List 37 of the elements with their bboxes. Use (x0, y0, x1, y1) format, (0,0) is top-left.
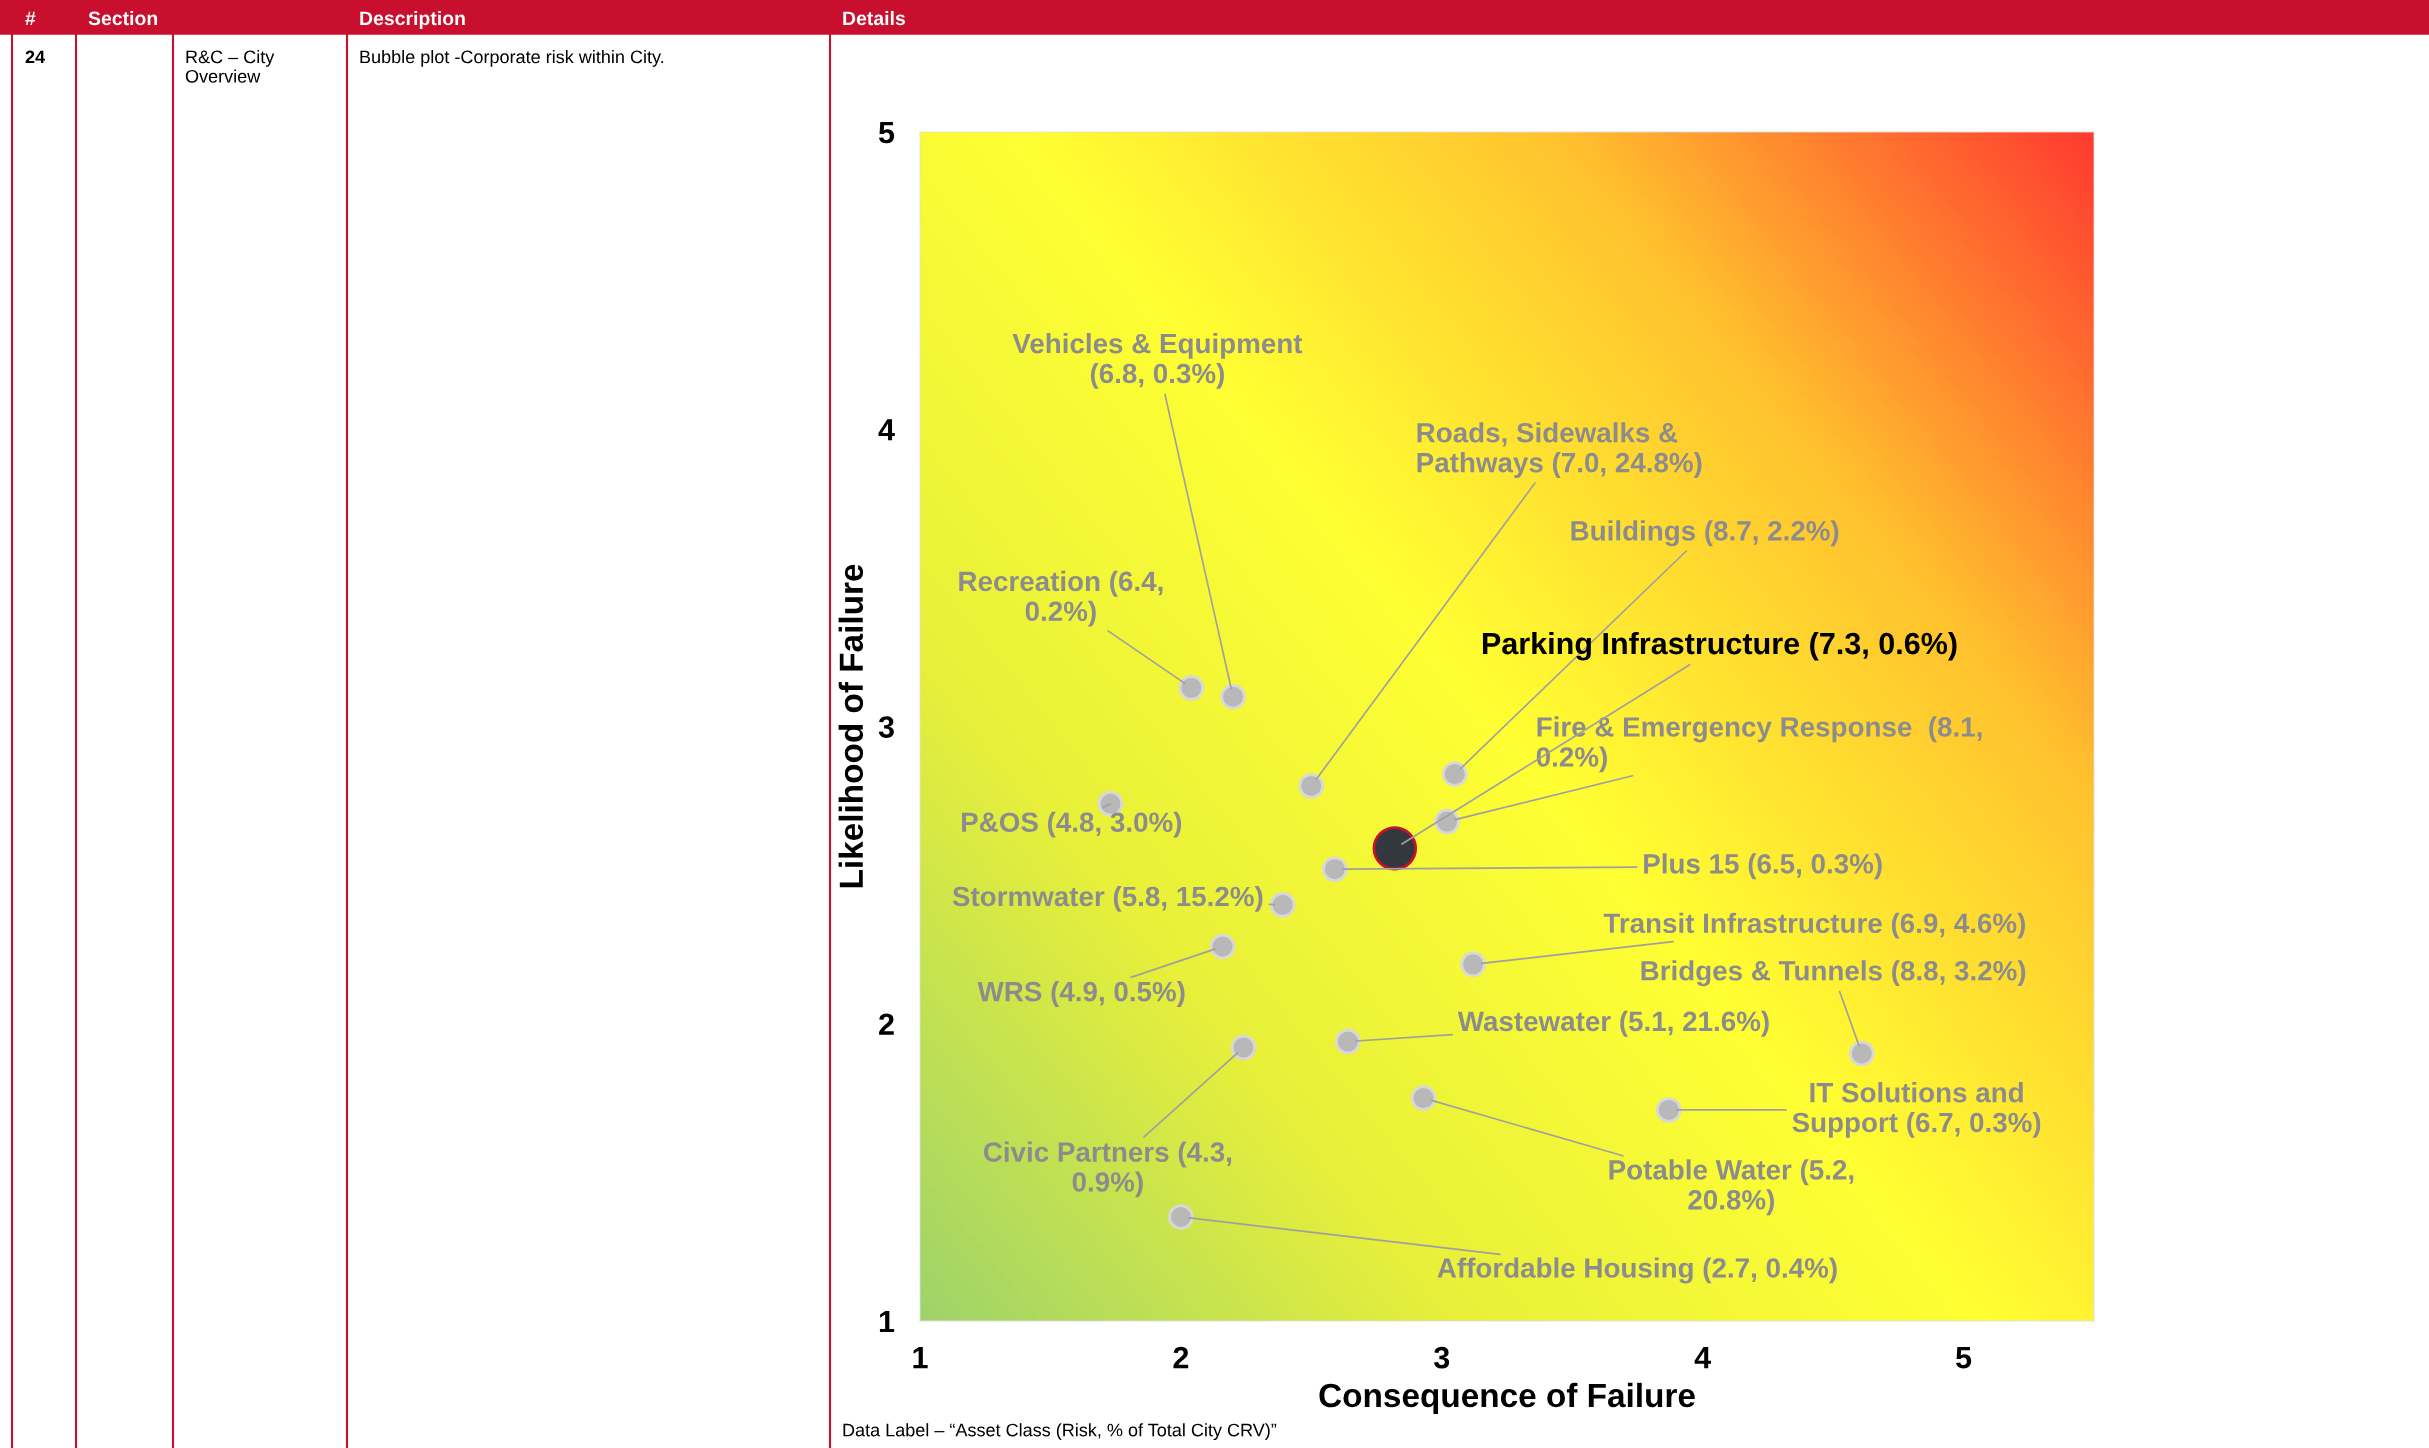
text: Data Label – “Asset Class (Risk, % of Total City CRV)” (843, 1423, 1277, 1440)
annotation: Parking Infrastructure (7.3, 0.6%) (1482, 631, 1957, 661)
annotation: Potable Water (5.2, 20.8%) (1609, 1159, 1854, 1216)
annotation: Buildings (8.7, 2.2%) (1571, 520, 1839, 547)
annotation: IT Solutions and Support (6.7, 0.3%) (1792, 1082, 2041, 1138)
annotation: WRS (4.9, 0.5%) (977, 981, 1185, 1007)
text: Bubble plot -Corporate risk within City. (360, 50, 664, 67)
text: Details (843, 10, 905, 26)
text: R&C – City Overview (185, 50, 275, 83)
text: Description (360, 10, 465, 30)
text: # (25, 11, 36, 26)
x-axis-title: Consequence of Failure (1319, 1382, 1695, 1414)
annotation: Affordable Housing (2.7, 0.4%) (1437, 1257, 1837, 1284)
text: Section (88, 10, 158, 26)
y-tick-label: 4 (878, 419, 895, 441)
annotation: Fire & Emergency Response (8.1, 0.2%) (1536, 716, 1982, 773)
annotation: Civic Partners (4.3, 0.9%) (983, 1141, 1232, 1198)
annotation: Stormwater (5.8, 15.2%) (952, 885, 1263, 912)
y-tick-label: 2 (879, 1013, 894, 1035)
annotation: P&OS (4.8, 3.0%) (962, 811, 1182, 838)
annotation: Transit Infrastructure (6.9, 4.6%) (1603, 912, 2025, 939)
x-tick-label: 2 (1173, 1346, 1189, 1369)
y-tick-label: 5 (878, 122, 895, 144)
y-tick-label: 1 (879, 1311, 895, 1333)
y-axis-title: Likelihood of Failure (838, 564, 864, 888)
x-tick-label: 1 (913, 1347, 928, 1369)
annotation: Plus 15 (6.5, 0.3%) (1644, 853, 1882, 880)
annotation: Recreation (6.4, 0.2%) (959, 570, 1163, 627)
x-tick-label: 5 (1956, 1347, 1972, 1369)
annotation: Vehicles & Equipment (6.8, 0.3%) (1012, 332, 1303, 389)
x-tick-label: 4 (1694, 1347, 1711, 1369)
annotation: Roads, Sidewalks & Pathways (7.0, 24.8%) (1417, 422, 1702, 478)
annotation: Bridges & Tunnels (8.8, 3.2%) (1641, 960, 2026, 987)
y-tick-label: 3 (878, 716, 894, 738)
x-tick-label: 3 (1433, 1346, 1450, 1369)
text: 24 (25, 50, 45, 64)
annotation: Wastewater (5.1, 21.6%) (1457, 1010, 1769, 1037)
